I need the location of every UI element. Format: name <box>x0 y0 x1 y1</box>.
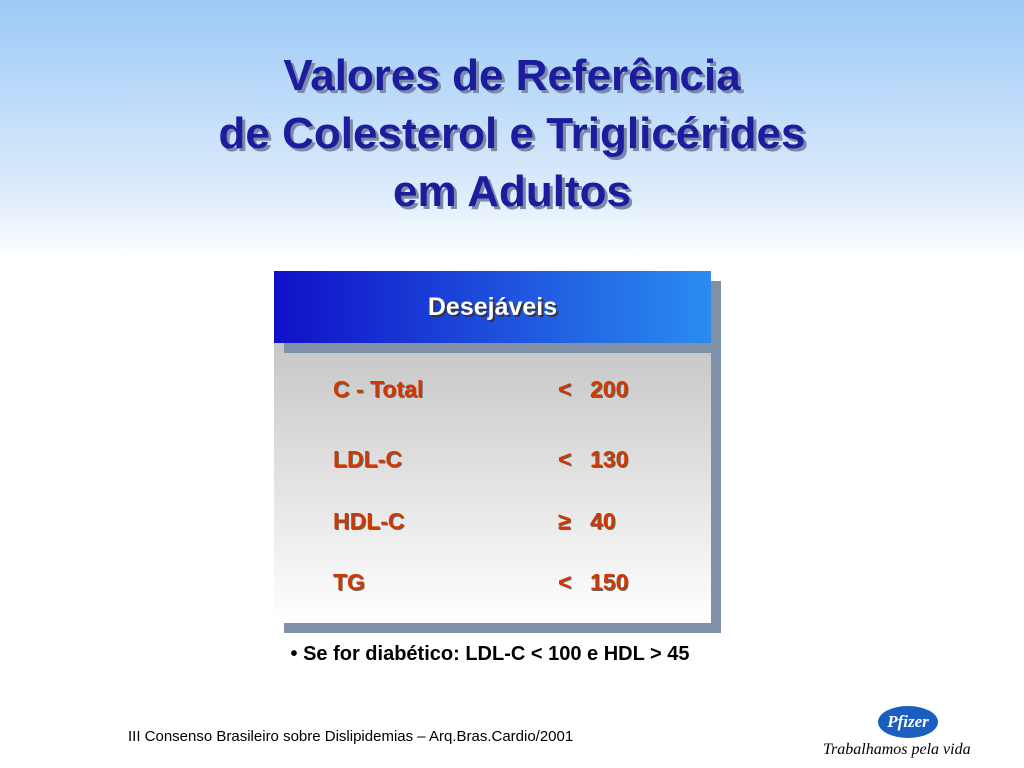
row-value: 200 <box>590 376 629 402</box>
row-label: TG <box>333 569 365 595</box>
header-shadow <box>284 343 721 353</box>
row-operator: < <box>558 569 572 595</box>
row-label: HDL-C <box>333 508 405 534</box>
title-line: em Adultos <box>393 167 631 216</box>
row-value: 130 <box>590 446 629 472</box>
title-line: de Colesterol e Triglicérides <box>218 109 806 158</box>
tagline: Trabalhamos pela vida <box>823 741 971 758</box>
note: • Se for diabético: LDL-C < 100 e HDL > … <box>290 643 690 665</box>
citation: III Consenso Brasileiro sobre Dislipidem… <box>128 728 574 745</box>
row-label: LDL-C <box>333 446 402 472</box>
row-operator: < <box>558 446 572 472</box>
row-operator: < <box>558 376 572 402</box>
row-value: 40 <box>590 508 616 534</box>
table-header <box>274 271 711 343</box>
row-value: 150 <box>590 569 629 595</box>
row-operator: ≥ <box>558 508 571 534</box>
table-heading: Desejáveis <box>427 293 558 321</box>
logo: Pfizer <box>878 706 938 738</box>
row-label: C - Total <box>333 376 424 402</box>
title-line: Valores de Referência <box>283 51 741 100</box>
